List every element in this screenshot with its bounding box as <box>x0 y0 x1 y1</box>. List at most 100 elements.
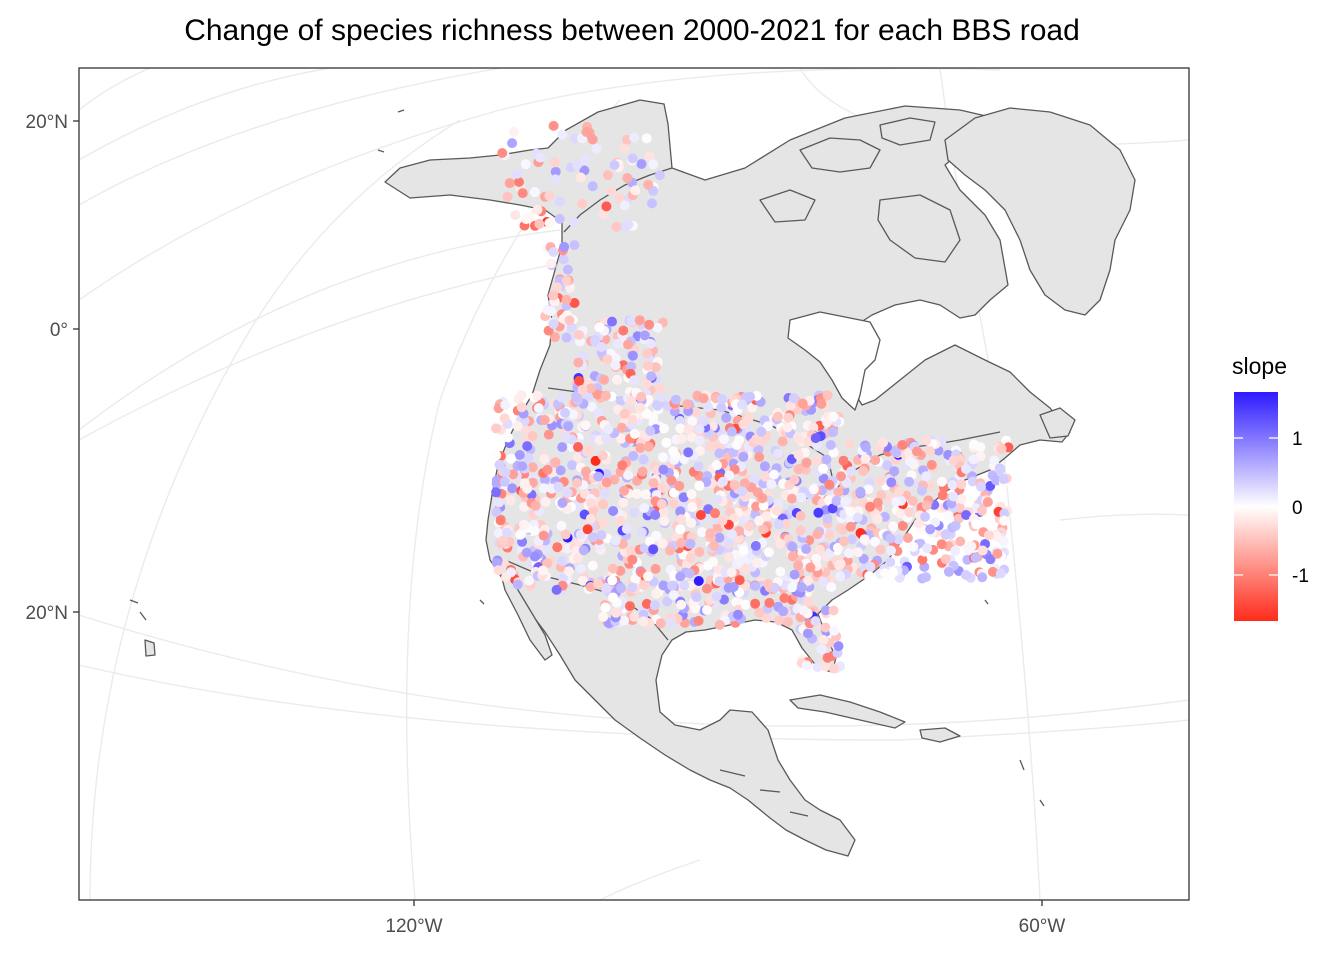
route-point <box>821 454 832 465</box>
route-point <box>510 210 521 221</box>
route-point <box>925 524 936 535</box>
route-point <box>557 442 568 453</box>
route-point <box>629 132 640 143</box>
graticule-line <box>79 68 1001 301</box>
route-point <box>544 190 555 201</box>
route-point <box>581 466 591 477</box>
route-point <box>612 338 623 349</box>
route-point <box>618 325 629 336</box>
route-point <box>694 424 705 435</box>
route-point <box>751 501 762 512</box>
route-point <box>499 413 510 424</box>
route-point <box>562 264 573 275</box>
route-point <box>793 433 804 444</box>
x-tick-label: 60°W <box>1019 916 1066 937</box>
route-point <box>872 513 883 524</box>
route-point <box>600 390 611 401</box>
route-point <box>639 503 650 513</box>
route-point <box>639 330 650 341</box>
route-point <box>644 319 655 330</box>
route-point <box>601 201 612 212</box>
route-point <box>569 217 579 228</box>
route-point <box>693 615 704 626</box>
route-point <box>787 551 798 562</box>
route-point <box>836 471 846 482</box>
route-point <box>676 599 687 610</box>
route-point <box>557 129 568 140</box>
route-point <box>763 578 773 589</box>
route-point <box>948 455 959 466</box>
route-point <box>705 528 716 539</box>
route-point <box>675 423 686 434</box>
route-point <box>818 635 829 645</box>
route-point <box>714 448 725 459</box>
route-point <box>880 568 891 579</box>
route-point <box>610 607 621 618</box>
route-point <box>546 306 556 316</box>
route-point <box>738 545 749 556</box>
route-point <box>644 151 655 162</box>
route-point <box>572 478 583 488</box>
route-point <box>810 616 821 627</box>
newfoundland <box>1039 407 1076 439</box>
graticule-line <box>1059 513 1189 521</box>
route-point <box>616 422 627 433</box>
route-point <box>787 582 798 593</box>
route-point <box>627 153 638 164</box>
route-point <box>491 487 502 498</box>
route-point <box>587 181 598 192</box>
route-point <box>858 466 869 476</box>
route-point <box>499 476 510 487</box>
route-point <box>766 479 777 490</box>
route-point <box>585 498 596 508</box>
route-point <box>608 506 619 516</box>
route-point <box>999 508 1010 519</box>
route-point <box>607 563 618 574</box>
route-point <box>840 496 851 507</box>
route-point <box>682 399 693 410</box>
route-point <box>912 446 922 457</box>
route-point <box>648 544 659 555</box>
route-point <box>717 394 728 405</box>
route-point <box>998 474 1009 485</box>
route-point <box>793 449 804 460</box>
route-point <box>659 423 670 434</box>
route-point <box>645 425 656 436</box>
route-point <box>563 421 574 432</box>
route-point <box>987 566 998 577</box>
route-point <box>803 436 814 447</box>
route-point <box>626 395 637 406</box>
route-point <box>676 537 686 548</box>
route-point <box>726 426 737 437</box>
route-point <box>537 565 548 576</box>
route-point <box>913 518 924 529</box>
route-point <box>713 441 724 452</box>
route-point <box>863 484 874 495</box>
route-point <box>709 540 720 551</box>
route-point <box>824 529 835 540</box>
route-point <box>714 576 725 587</box>
route-point <box>568 409 579 420</box>
route-point <box>561 275 572 286</box>
route-point <box>684 568 695 579</box>
route-point <box>582 524 593 535</box>
route-point <box>524 575 535 586</box>
route-point <box>991 530 1002 541</box>
route-point <box>627 582 638 593</box>
route-point <box>599 488 610 499</box>
route-point <box>532 390 543 401</box>
route-point <box>751 434 762 444</box>
route-point <box>587 560 598 571</box>
route-point <box>989 455 1000 466</box>
route-point <box>641 378 652 389</box>
route-point <box>558 254 569 265</box>
route-point <box>556 520 567 531</box>
route-point <box>734 556 745 567</box>
route-point <box>714 532 725 543</box>
route-point <box>619 143 630 154</box>
route-point <box>659 516 670 527</box>
route-point <box>606 185 617 196</box>
route-point <box>577 384 588 395</box>
route-point <box>921 471 932 482</box>
route-point <box>670 394 681 405</box>
